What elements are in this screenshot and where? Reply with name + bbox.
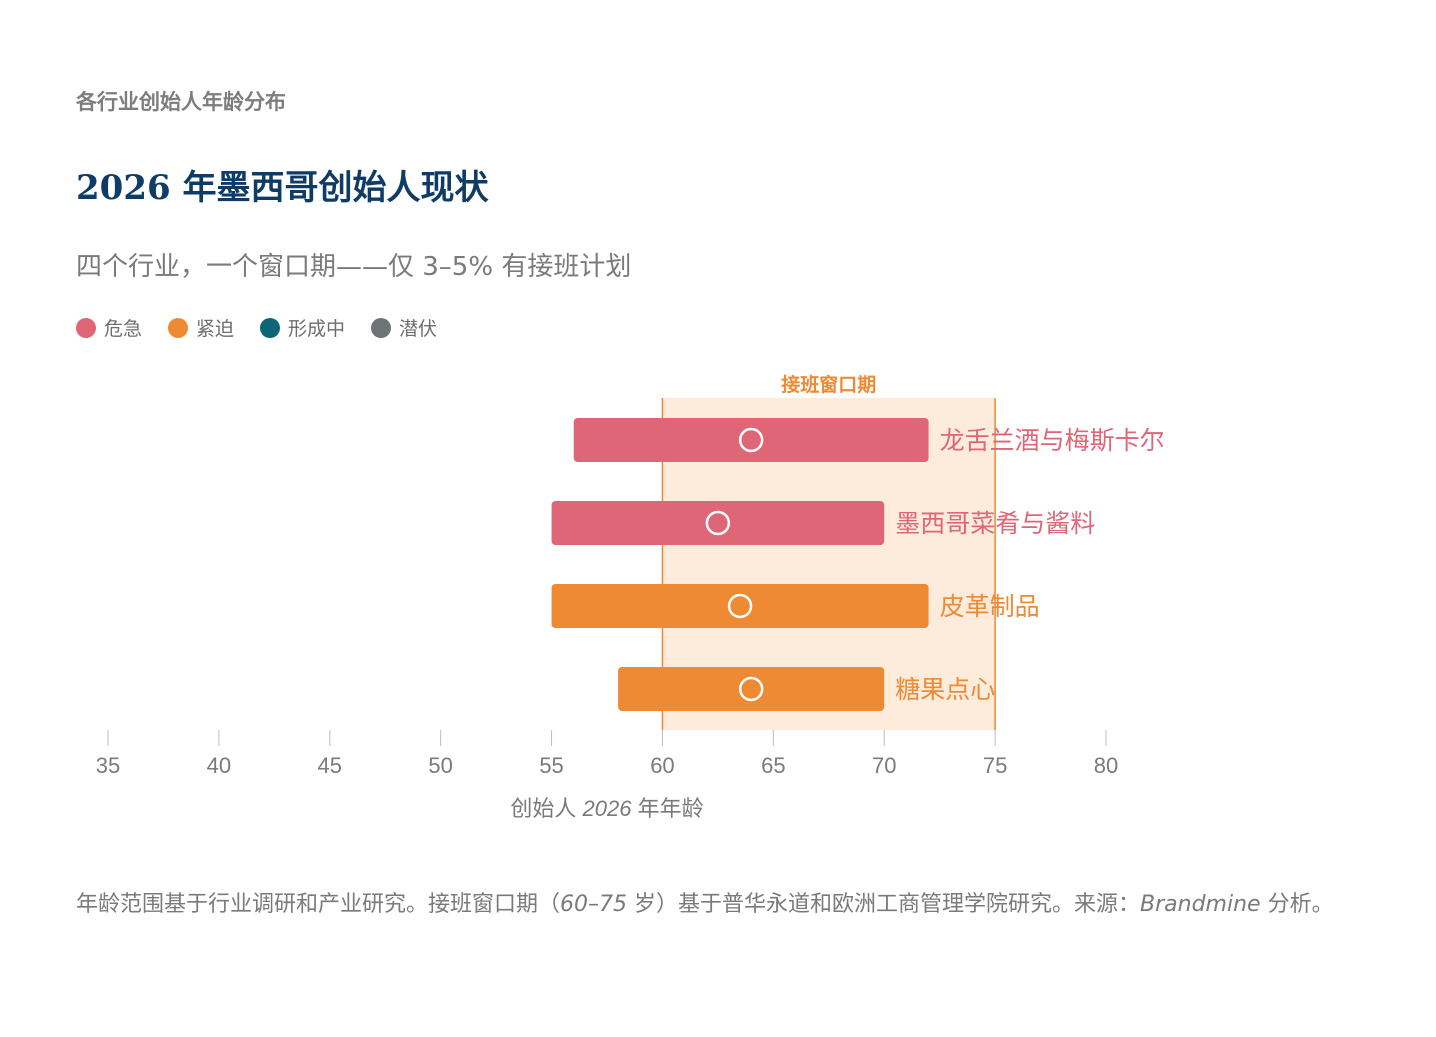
footnote-source: Brandmine	[1140, 892, 1261, 917]
x-tick-label: 60	[650, 753, 674, 778]
legend-item-latent: 潜伏	[371, 314, 437, 341]
row-label: 皮革制品	[940, 593, 1040, 621]
legend-label: 危急	[104, 318, 143, 340]
median-marker	[727, 593, 753, 619]
x-tick-label: 50	[428, 753, 452, 778]
legend-item-forming: 形成中	[260, 314, 345, 341]
legend-label: 潜伏	[399, 318, 438, 340]
legend-swatch	[260, 317, 281, 338]
x-tick-label: 80	[1094, 753, 1118, 778]
legend-label: 紧迫	[196, 318, 235, 340]
row-label: 龙舌兰酒与梅斯卡尔	[940, 427, 1165, 455]
median-marker	[705, 510, 731, 536]
footnote-text: 年龄范围基于行业调研和产业研究。接班窗口期（	[76, 892, 561, 917]
x-tick-label: 55	[539, 753, 563, 778]
chart-subtitle: 四个行业，一个窗口期——仅 3–5% 有接班计划	[76, 252, 632, 282]
row-label: 糖果点心	[895, 676, 995, 704]
row-label: 墨西哥菜肴与酱料	[895, 510, 1095, 538]
x-tick-label: 75	[983, 753, 1007, 778]
legend-item-critical: 危急	[76, 314, 142, 341]
footnote-text: 岁）基于普华永道和欧洲工商管理学院研究。来源：	[627, 892, 1141, 917]
eyebrow-label: 各行业创始人年龄分布	[76, 90, 286, 114]
chart-title: 2026 年墨西哥创始人现状	[76, 168, 489, 208]
legend-item-urgent: 紧迫	[168, 314, 234, 341]
legend-swatch	[76, 317, 96, 338]
range-bar	[618, 667, 885, 711]
footnote: 年龄范围基于行业调研和产业研究。接班窗口期（60–75 岁）基于普华永道和欧洲工…	[76, 888, 1366, 921]
legend-swatch	[168, 317, 189, 338]
median-marker	[738, 676, 764, 702]
range-bar	[573, 418, 929, 462]
x-tick-label: 65	[761, 753, 785, 778]
x-tick-label: 70	[872, 753, 896, 778]
range-bar	[551, 501, 885, 545]
legend-label: 形成中	[288, 318, 346, 340]
footnote-text: 分析。	[1260, 892, 1334, 917]
x-axis-label: 创始人 2026 年年龄	[510, 796, 703, 821]
legend-swatch	[371, 317, 392, 338]
x-tick-label: 40	[207, 753, 231, 778]
median-marker	[738, 427, 764, 453]
footnote-range: 60–75	[560, 892, 628, 917]
x-tick-label: 45	[318, 753, 342, 778]
range-bar	[551, 584, 929, 628]
legend: 危急 紧迫 形成中 潜伏	[76, 314, 437, 341]
succession-window-label: 接班窗口期	[781, 373, 876, 396]
x-tick-label: 35	[96, 753, 120, 778]
